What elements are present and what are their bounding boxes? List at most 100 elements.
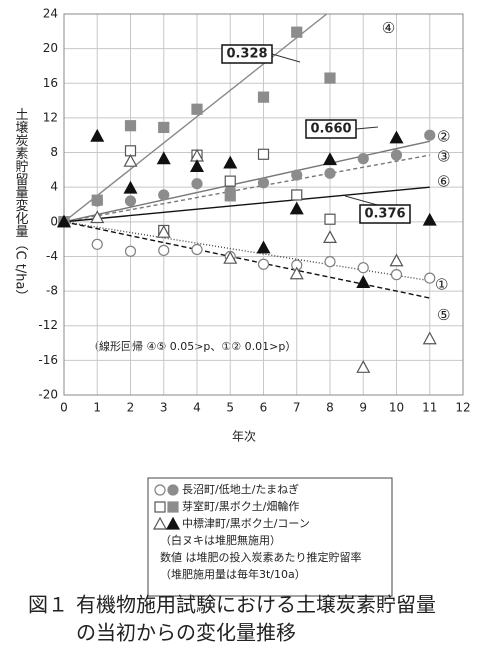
y-tick-label: -20 [38, 388, 58, 402]
caption-line: 有機物施用試験における土壌炭素貯留量 [76, 593, 436, 617]
data-point [191, 103, 203, 115]
y-tick-label: 24 [43, 7, 58, 21]
trend-label: ⑤ [437, 306, 450, 324]
y-tick-label: 8 [50, 145, 58, 159]
data-point [124, 245, 137, 257]
data-point [123, 180, 138, 194]
data-point [158, 244, 170, 256]
data-point [224, 190, 236, 202]
data-point [389, 253, 404, 267]
data-point [165, 516, 181, 530]
x-tick-label: 10 [389, 401, 404, 415]
trend-line [63, 221, 430, 299]
data-point [152, 516, 168, 530]
data-point [191, 243, 203, 256]
x-tick-label: 3 [160, 401, 168, 415]
data-point [56, 214, 72, 228]
x-tick-label: 4 [193, 401, 201, 415]
legend-label: 中標津町/黒ボク土/コーン [182, 516, 310, 530]
x-tick-label: 0 [60, 401, 68, 415]
trend-label: ③ [437, 147, 450, 165]
data-point [90, 128, 105, 142]
legend-note: 数値 は堆肥の投入炭素あたり推定貯留率 [160, 550, 362, 564]
data-point [167, 501, 179, 513]
data-point [158, 189, 170, 201]
annotation-box [221, 44, 273, 64]
trend-label: ④ [382, 19, 395, 37]
trend-line [63, 13, 328, 223]
x-tick-label: 9 [359, 401, 367, 415]
data-point [154, 501, 166, 513]
data-point [257, 148, 270, 160]
data-point [390, 269, 403, 281]
annotation-box [359, 204, 411, 224]
data-point [154, 484, 166, 496]
x-tick-label: 6 [260, 401, 268, 415]
data-point [156, 224, 171, 238]
data-point [422, 331, 437, 345]
plot-frame [63, 13, 464, 396]
data-point [156, 151, 171, 165]
y-tick-label: -8 [46, 284, 58, 298]
data-point [91, 194, 103, 206]
data-point [324, 72, 336, 84]
trend-line [63, 221, 430, 282]
data-point [422, 212, 437, 226]
data-point [324, 256, 336, 268]
data-point [291, 26, 303, 38]
trend-label: ② [437, 127, 450, 145]
annotation: 0.328 [226, 47, 267, 62]
legend-label: 長沼町/低地土/たまねぎ [182, 482, 299, 496]
data-point [291, 169, 303, 181]
data-point [167, 484, 179, 496]
legend-note: （堆肥施用量は毎年3t/10a） [160, 567, 306, 581]
data-point [356, 360, 371, 373]
data-point [257, 177, 270, 189]
data-point [90, 210, 105, 224]
caption-line: の当初からの変化量推移 [76, 621, 296, 645]
trend-label: ① [435, 276, 448, 294]
data-point [124, 195, 137, 207]
y-tick-label: 16 [43, 76, 58, 90]
x-tick-label: 8 [326, 401, 334, 415]
data-point [356, 275, 371, 289]
regression-note: （線形回帰 ④⑤ 0.05>p、①② 0.01>p） [88, 339, 296, 353]
data-point [291, 189, 303, 201]
annotation: 0.376 [364, 207, 405, 222]
annotation: 0.660 [310, 122, 351, 137]
y-tick-label: 4 [50, 180, 58, 194]
trend-label: ⑥ [437, 172, 450, 190]
y-tick-label: 20 [43, 41, 58, 55]
trend-line [63, 186, 430, 223]
legend-note: （白ヌキは堆肥無施用） [160, 533, 281, 547]
data-point [289, 201, 304, 215]
x-tick-label: 5 [226, 401, 234, 415]
data-point [257, 258, 270, 270]
data-point [424, 272, 436, 284]
data-point [324, 167, 336, 179]
x-tick-label: 2 [127, 401, 135, 415]
data-point [256, 240, 271, 254]
y-tick-label: 12 [43, 110, 58, 124]
y-tick-label: -4 [46, 249, 58, 263]
trend-line [63, 140, 430, 223]
data-point [322, 230, 338, 244]
data-point [191, 178, 203, 190]
data-point [223, 155, 238, 169]
caption-label: 図１ [28, 593, 68, 617]
data-point [424, 129, 436, 141]
data-point [223, 250, 238, 264]
annotation-box [305, 119, 357, 139]
leader-line [355, 126, 379, 130]
data-point [91, 238, 103, 250]
y-axis-label: 土壌炭素貯留量変化量（C t/ha） [13, 108, 29, 303]
data-point [389, 130, 404, 144]
y-tick-label: 0 [50, 214, 58, 228]
y-tick-label: -12 [38, 318, 58, 332]
data-point [224, 175, 236, 187]
data-point [357, 262, 369, 274]
data-point [390, 149, 403, 161]
data-point [124, 120, 137, 132]
data-point [257, 91, 270, 103]
